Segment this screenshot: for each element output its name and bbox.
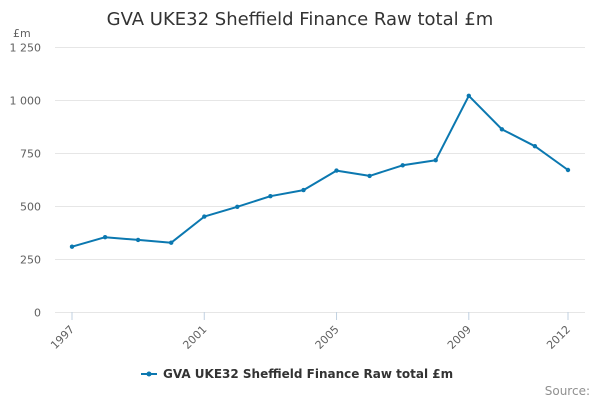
data-point[interactable] xyxy=(499,127,505,132)
data-point[interactable] xyxy=(532,144,538,149)
legend-label: GVA UKE32 Sheffield Finance Raw total £m xyxy=(163,367,453,381)
data-point[interactable] xyxy=(169,240,174,245)
chart-title: GVA UKE32 Sheffield Finance Raw total £m xyxy=(107,9,494,30)
y-tick-label: 750 xyxy=(20,148,41,161)
source-label[interactable]: Source: xyxy=(545,384,590,398)
data-point[interactable] xyxy=(334,168,339,173)
x-tick-label: 2012 xyxy=(544,323,573,352)
x-tick-label: 2005 xyxy=(313,323,342,352)
y-tick-label: 1 250 xyxy=(10,42,42,55)
data-point[interactable] xyxy=(135,237,141,243)
x-tick-label: 1997 xyxy=(48,323,77,352)
y-tick-label: 1 000 xyxy=(10,95,42,108)
data-point[interactable] xyxy=(235,204,240,209)
y-axis-ticks: 0 250 500 750 1 000 1 250 xyxy=(10,42,42,320)
data-point[interactable] xyxy=(367,173,372,179)
legend-swatch-marker xyxy=(146,371,152,377)
data-point[interactable] xyxy=(202,214,207,219)
y-tick-label: 250 xyxy=(20,254,41,267)
x-tick-label: 2009 xyxy=(445,323,474,352)
y-axis-unit-label: £m xyxy=(13,27,31,40)
data-point[interactable] xyxy=(400,163,405,168)
y-tick-label: 0 xyxy=(34,307,41,320)
legend[interactable]: GVA UKE32 Sheffield Finance Raw total £m xyxy=(141,367,453,381)
series-layer xyxy=(69,93,571,249)
data-point[interactable] xyxy=(69,244,75,249)
y-tick-label: 500 xyxy=(20,201,41,214)
data-point[interactable] xyxy=(301,187,306,193)
data-point[interactable] xyxy=(268,194,273,199)
data-point[interactable] xyxy=(466,93,471,99)
x-axis-ticks: 1997 2001 2005 2009 2012 xyxy=(48,312,573,352)
data-point[interactable] xyxy=(565,167,571,173)
data-point[interactable] xyxy=(102,235,108,240)
x-tick-label: 2001 xyxy=(180,323,209,352)
gridlines xyxy=(55,47,585,313)
data-point[interactable] xyxy=(433,158,438,163)
series-line xyxy=(71,94,569,248)
